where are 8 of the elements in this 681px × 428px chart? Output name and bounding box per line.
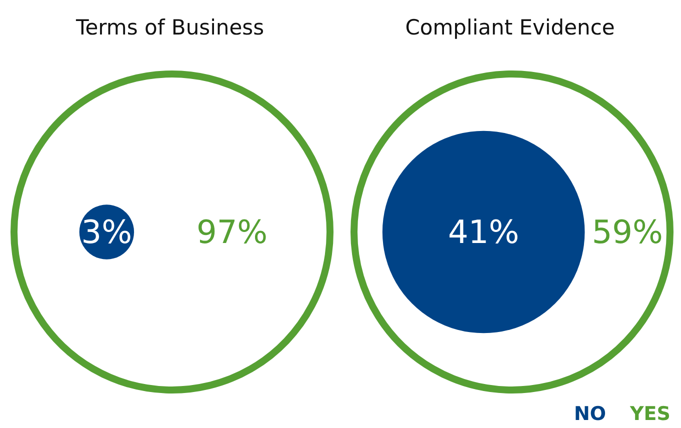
data-label: 3% bbox=[81, 213, 132, 251]
text: Terms of Business bbox=[74, 16, 264, 40]
category-label: NO bbox=[574, 403, 606, 425]
text: Compliant Evidence bbox=[405, 16, 615, 40]
data-label: 41% bbox=[448, 213, 520, 251]
data-label: 59% bbox=[592, 213, 663, 251]
category-label: YES bbox=[629, 403, 670, 425]
data-label: 97% bbox=[196, 213, 268, 251]
